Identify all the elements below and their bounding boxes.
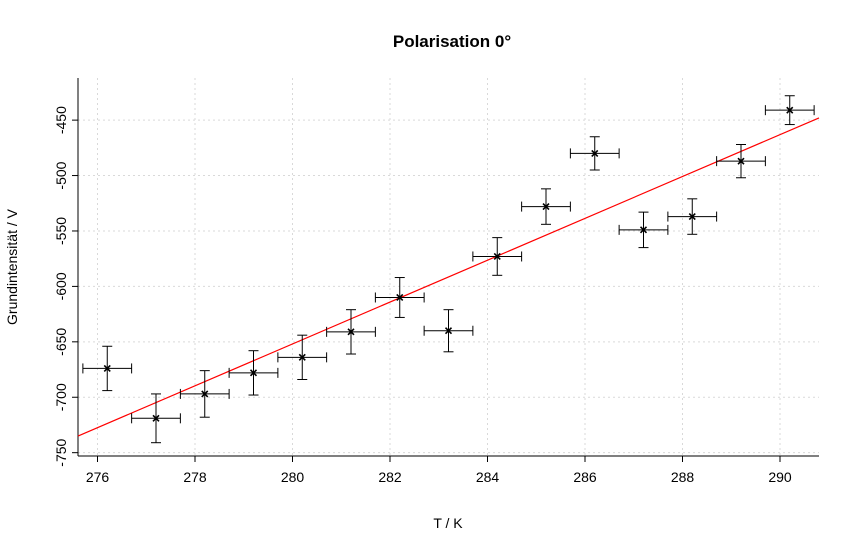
point-marker xyxy=(542,203,550,211)
x-tick-label: 288 xyxy=(671,469,695,485)
data-point xyxy=(82,345,133,392)
chart-title: Polarisation 0° xyxy=(393,32,511,51)
data-point xyxy=(179,370,230,418)
data-point xyxy=(618,211,669,249)
point-marker xyxy=(347,328,355,336)
x-ticks: 276 278 280 282 284 286 288 290 xyxy=(86,456,792,485)
y-tick-label: -600 xyxy=(53,272,69,300)
data-point xyxy=(374,277,425,318)
x-tick-label: 276 xyxy=(86,469,110,485)
axes xyxy=(77,78,819,457)
point-marker xyxy=(298,353,306,361)
y-tick-label: -650 xyxy=(53,328,69,356)
x-tick-label: 278 xyxy=(183,469,207,485)
data-point xyxy=(569,136,620,171)
x-tick-label: 290 xyxy=(768,469,792,485)
data-points xyxy=(82,95,815,444)
x-tick-label: 280 xyxy=(281,469,305,485)
y-ticks: -750 -700 -650 -600 -550 -500 -450 xyxy=(53,106,78,467)
data-point xyxy=(277,334,328,381)
point-marker xyxy=(103,364,111,372)
point-marker xyxy=(396,293,404,302)
x-tick-label: 282 xyxy=(378,469,402,485)
point-marker xyxy=(249,369,258,377)
data-point xyxy=(521,188,571,225)
y-tick-label: -750 xyxy=(53,438,69,466)
x-axis-label: T / K xyxy=(433,515,463,531)
x-tick-label: 286 xyxy=(573,469,597,485)
data-point xyxy=(228,350,279,396)
data-point xyxy=(326,309,376,355)
y-tick-label: -450 xyxy=(53,106,69,134)
point-marker xyxy=(201,390,209,398)
y-axis-label: Grundintensität / V xyxy=(4,208,20,325)
point-marker xyxy=(639,226,648,234)
point-marker xyxy=(493,252,501,261)
point-marker xyxy=(444,327,453,335)
point-marker xyxy=(688,212,696,221)
point-marker xyxy=(152,414,160,422)
point-marker xyxy=(786,106,794,114)
x-tick-label: 284 xyxy=(476,469,500,485)
point-marker xyxy=(591,149,599,157)
data-point xyxy=(667,198,718,235)
data-point xyxy=(423,309,474,353)
data-point xyxy=(764,95,815,126)
y-tick-label: -500 xyxy=(53,161,69,189)
y-tick-label: -550 xyxy=(53,217,69,245)
data-point xyxy=(472,237,523,276)
data-point xyxy=(131,393,181,444)
point-marker xyxy=(737,157,745,165)
grid xyxy=(78,78,819,456)
fit-line xyxy=(77,117,820,437)
data-point xyxy=(716,144,766,179)
y-tick-label: -700 xyxy=(53,383,69,411)
